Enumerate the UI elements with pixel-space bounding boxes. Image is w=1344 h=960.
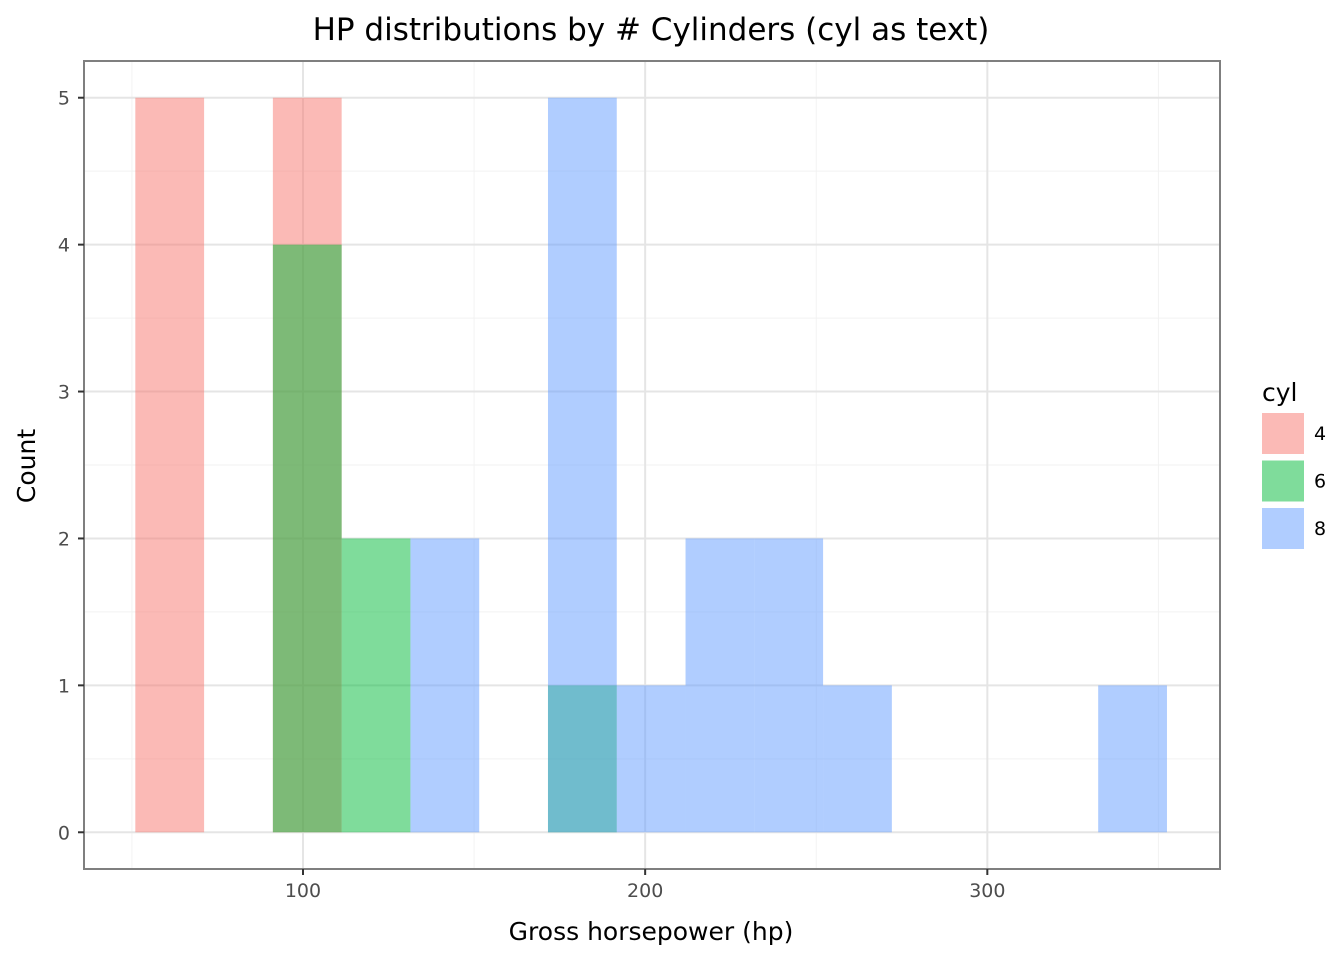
x-tick-label: 300: [969, 880, 1005, 902]
x-tick-label: 100: [285, 880, 321, 902]
bar-cyl-6: [341, 538, 411, 833]
y-tick-label: 4: [58, 235, 70, 257]
y-tick-label: 0: [58, 822, 70, 844]
chart-title: HP distributions by # Cylinders (cyl as …: [313, 12, 990, 48]
bar-cyl-8: [754, 538, 824, 833]
bar-cyl-8: [1098, 685, 1167, 833]
series-8-bars: [410, 97, 1167, 833]
histogram-bars: [135, 97, 1167, 833]
bar-cyl-6: [272, 244, 342, 833]
y-tick-label: 1: [58, 675, 70, 697]
legend-key-4: [1262, 413, 1304, 454]
y-tick-label: 2: [58, 528, 70, 550]
bar-cyl-4: [135, 97, 205, 833]
x-axis-title: Gross horsepower (hp): [509, 917, 794, 946]
legend-label-8: 8: [1314, 518, 1326, 540]
legend-title: cyl: [1262, 378, 1298, 407]
bar-cyl-8: [547, 97, 617, 833]
plot-panel-border: [83, 60, 1221, 870]
y-axis-title: Count: [12, 429, 41, 503]
x-tick-label: 200: [627, 880, 663, 902]
x-axis: 100 200 300: [285, 869, 1005, 902]
bar-cyl-8: [616, 685, 686, 833]
bar-cyl-8: [823, 685, 892, 833]
bar-cyl-8: [685, 538, 755, 833]
legend-label-4: 4: [1314, 423, 1326, 445]
legend-label-6: 6: [1314, 471, 1326, 493]
bar-cyl-8: [410, 538, 480, 833]
legend: cyl 4 6 8: [1262, 378, 1326, 549]
y-axis: 0 1 2 3 4 5: [58, 88, 84, 844]
legend-key-8: [1262, 508, 1304, 549]
legend-items: 4 6 8: [1262, 413, 1326, 549]
y-tick-label: 3: [58, 382, 70, 404]
y-tick-label: 5: [58, 88, 70, 110]
legend-key-6: [1262, 460, 1304, 502]
